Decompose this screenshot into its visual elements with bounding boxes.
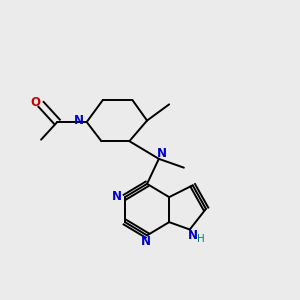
- Text: H: H: [197, 234, 205, 244]
- Text: N: N: [74, 114, 84, 127]
- Text: N: N: [157, 147, 167, 160]
- Text: N: N: [112, 190, 122, 203]
- Text: O: O: [30, 96, 40, 110]
- Text: N: N: [141, 236, 151, 248]
- Text: N: N: [188, 229, 198, 242]
